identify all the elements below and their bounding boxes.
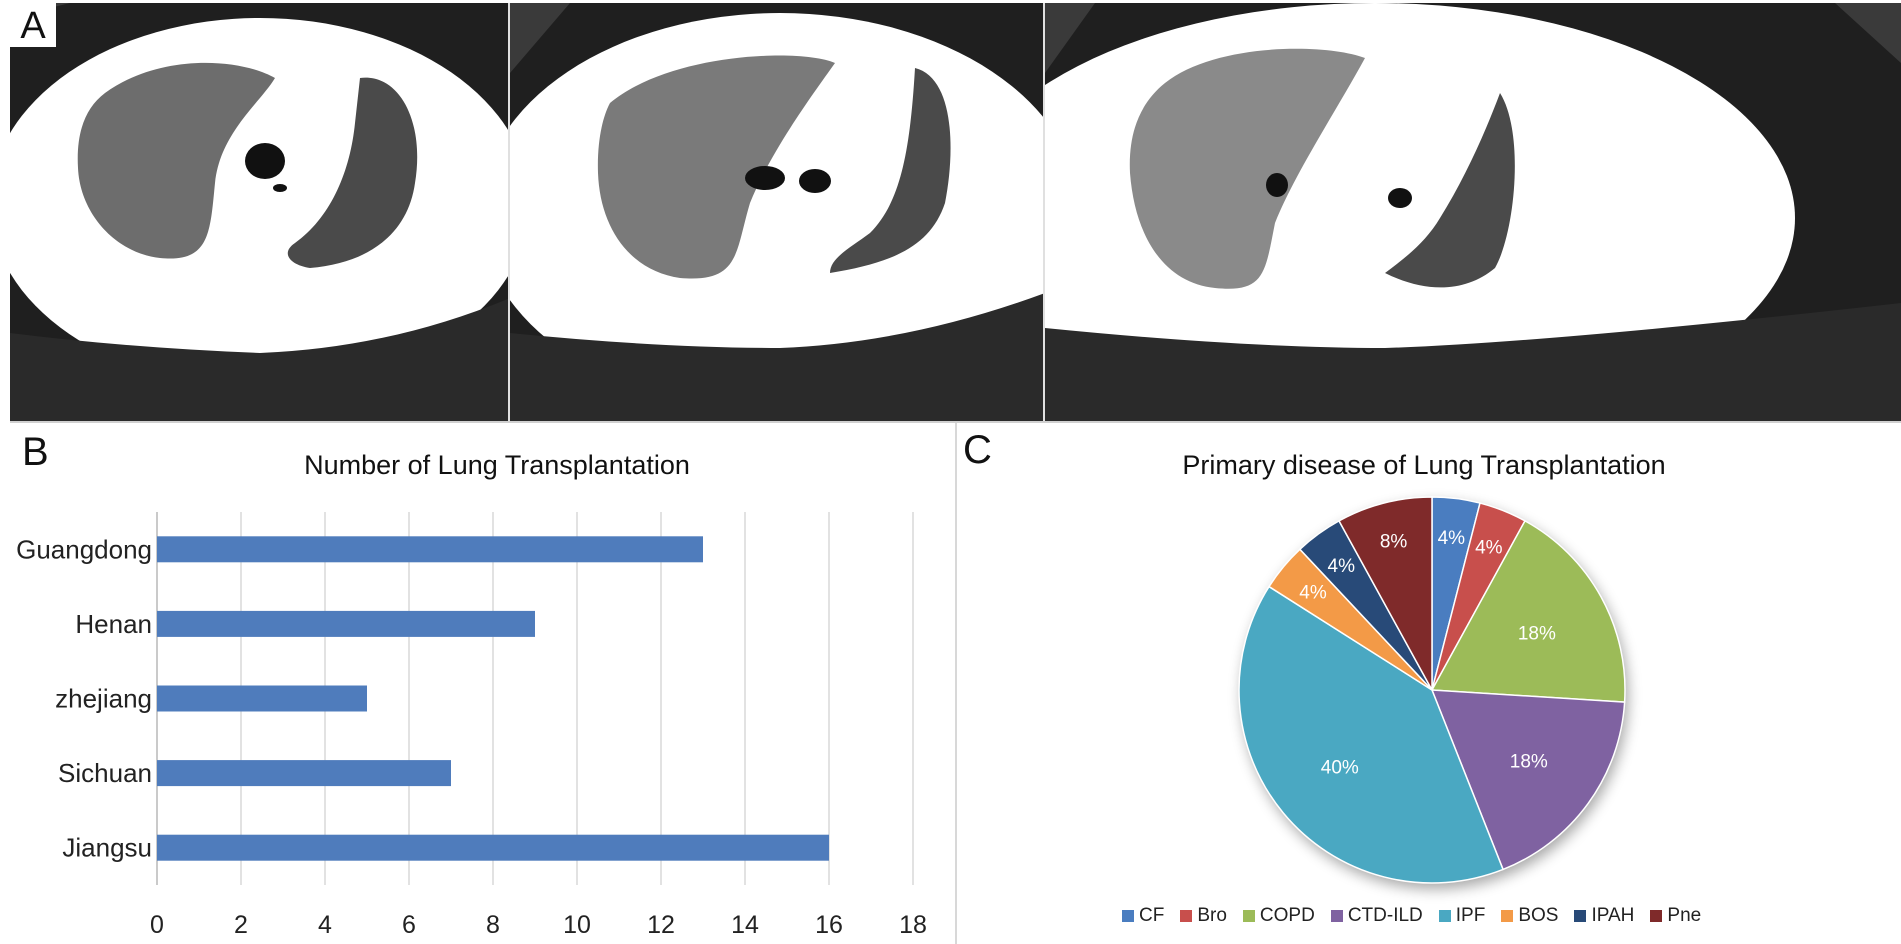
pie-slice: [1238, 585, 1505, 884]
x-tick-label: 8: [486, 911, 500, 939]
legend-label: Pne: [1667, 905, 1702, 926]
x-tick-label: 6: [402, 911, 416, 939]
legend-swatch: [1650, 910, 1663, 922]
category-label: Henan: [75, 609, 152, 639]
legend-swatch: [1122, 910, 1134, 922]
x-tick-label: 2: [234, 911, 248, 939]
slice-label: 4%: [1475, 537, 1503, 558]
ct-image-1: [10, 3, 510, 421]
x-tick-label: 10: [563, 911, 591, 939]
bar: [157, 536, 703, 563]
bar: [157, 834, 829, 861]
bar-chart-title: Number of Lung Transplantation: [304, 450, 690, 480]
panel-label-c: C: [963, 428, 992, 472]
category-label: zhejiang: [55, 684, 152, 714]
legend-label: IPF: [1455, 905, 1486, 926]
slice-label: 4%: [1438, 528, 1466, 549]
slice-label: 40%: [1321, 757, 1359, 778]
ct-scan-panel: [10, 3, 1901, 421]
legend-item: CF: [1122, 905, 1164, 927]
x-tick-label: 14: [731, 911, 759, 939]
legend-swatch: [1330, 910, 1343, 922]
x-tick-label: 16: [815, 911, 843, 939]
pie-slice: [1430, 689, 1626, 871]
slice-label: 8%: [1380, 531, 1408, 552]
legend-label: BOS: [1518, 905, 1559, 926]
legend-swatch: [1501, 910, 1514, 922]
ct-image-2: [510, 3, 1045, 421]
category-label: Guangdong: [16, 534, 152, 564]
legend-swatch: [1180, 910, 1193, 922]
slice-label: 18%: [1518, 623, 1556, 644]
slice-label: 4%: [1299, 583, 1327, 604]
legend-item: IPAH: [1574, 905, 1634, 927]
slice-label: 18%: [1510, 751, 1548, 772]
legend-swatch: [1242, 910, 1255, 922]
legend-item: CTD-ILD: [1330, 905, 1423, 927]
bar: [157, 760, 451, 787]
category-label: Sichuan: [58, 758, 152, 788]
ct-image-3: [1045, 3, 1901, 421]
x-tick-label: 0: [150, 911, 164, 939]
panel-label-b: B: [22, 430, 49, 474]
pie-slice: [1338, 496, 1433, 691]
legend-label: IPAH: [1591, 905, 1635, 926]
legend-item: BOS: [1501, 905, 1558, 927]
legend-label: COPD: [1259, 905, 1315, 926]
x-tick-label: 4: [318, 911, 332, 939]
pie-slice: [1430, 519, 1626, 703]
slice-label: 4%: [1328, 556, 1356, 577]
legend-swatch: [1574, 910, 1587, 922]
panel-divider-horizontal: [10, 421, 1901, 423]
bar-chart: 0 2 4 6 8 10 12 14 16 18 Guangdong Henan zhejiang Sic…: [16, 512, 927, 939]
x-tick-label: 12: [647, 911, 675, 939]
legend-item: Bro: [1180, 905, 1227, 927]
panel-label-a: A: [10, 3, 56, 47]
bar: [157, 685, 367, 712]
legend-label: Bro: [1197, 905, 1227, 926]
legend-item: Pne: [1650, 905, 1701, 927]
legend-label: CTD-ILD: [1347, 905, 1423, 926]
bar: [157, 610, 535, 637]
legend-item: IPF: [1438, 905, 1486, 927]
category-label: Jiangsu: [62, 833, 152, 863]
x-tick-label: 18: [899, 911, 927, 939]
legend-swatch: [1438, 910, 1451, 922]
pie-chart-title: Primary disease of Lung Transplantation: [1182, 450, 1666, 480]
legend-item: COPD: [1242, 905, 1315, 927]
panel-divider-vertical: [955, 423, 957, 944]
legend-label: CF: [1139, 905, 1165, 926]
pie-legend: CF Bro COPD CTD-ILD IPF BOS IPAH Pne: [1122, 903, 1701, 929]
